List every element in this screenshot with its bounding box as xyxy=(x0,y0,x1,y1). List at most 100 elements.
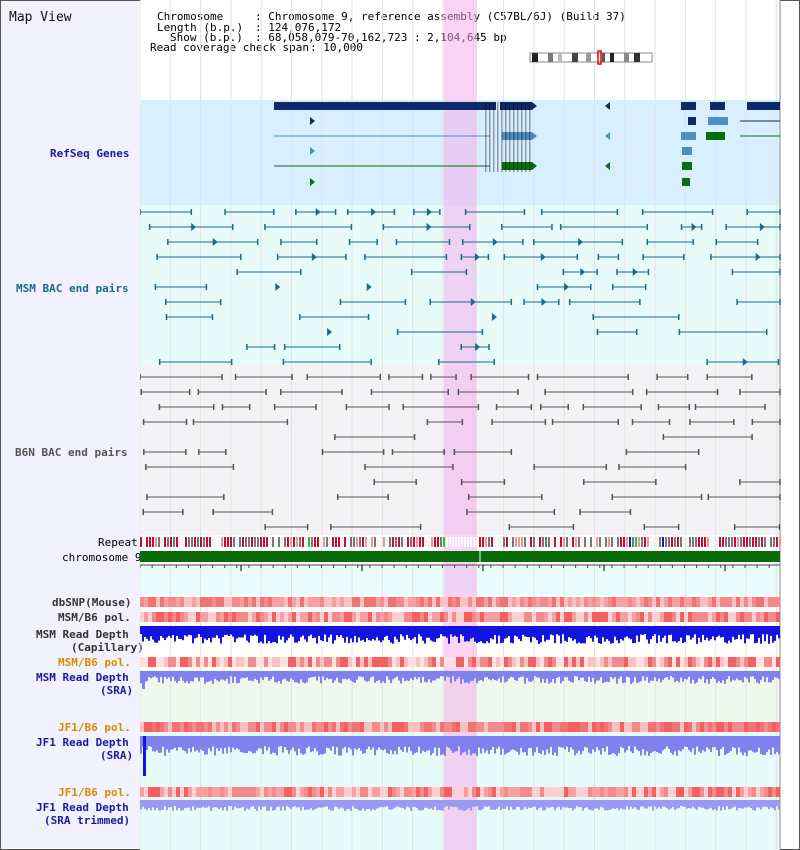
repeat-block xyxy=(407,537,409,547)
heat-cell xyxy=(448,722,452,732)
depth-bar xyxy=(572,671,574,683)
heat-cell xyxy=(660,787,664,797)
heat-cell xyxy=(252,612,256,622)
heat-cell xyxy=(368,787,372,797)
depth-bar xyxy=(612,671,614,679)
heat-cell xyxy=(592,597,596,607)
depth-bar xyxy=(326,736,328,748)
depth-bar xyxy=(724,671,726,684)
depth-bar xyxy=(724,626,726,643)
depth-bar xyxy=(764,736,766,755)
repeat-block xyxy=(491,537,493,547)
heat-cell xyxy=(240,612,244,622)
depth-bar xyxy=(234,671,236,677)
repeat-block xyxy=(512,537,514,547)
depth-bar xyxy=(766,800,768,808)
depth-bar xyxy=(574,626,576,640)
heat-cell xyxy=(600,787,604,797)
depth-bar xyxy=(534,626,536,638)
heat-cell xyxy=(240,597,244,607)
heat-cell xyxy=(260,722,264,732)
depth-bar xyxy=(616,671,618,684)
heat-cell xyxy=(356,787,360,797)
depth-bar xyxy=(724,736,726,756)
heat-cell xyxy=(668,722,672,732)
depth-bar xyxy=(162,626,164,638)
heat-cell xyxy=(152,597,156,607)
heat-cell xyxy=(500,787,504,797)
depth-bar xyxy=(566,626,568,642)
heat-cell xyxy=(692,722,696,732)
depth-bar xyxy=(598,671,600,681)
repeat-block xyxy=(365,537,367,547)
gene-arrow xyxy=(310,117,315,125)
heat-cell xyxy=(560,722,564,732)
heat-cell xyxy=(364,657,368,667)
heat-cell xyxy=(728,597,732,607)
heat-cell xyxy=(384,597,388,607)
heat-cell xyxy=(164,787,168,797)
depth-bar xyxy=(684,671,686,679)
depth-bar xyxy=(714,671,716,680)
depth-bar xyxy=(568,736,570,753)
repeat-block xyxy=(224,537,226,547)
heat-cell xyxy=(600,722,604,732)
depth-bar xyxy=(702,800,704,808)
depth-bar xyxy=(172,800,174,811)
repeat-block xyxy=(344,537,346,547)
heat-cell xyxy=(344,787,348,797)
heat-cell xyxy=(772,612,776,622)
depth-bar xyxy=(270,736,272,755)
heat-cell xyxy=(640,787,644,797)
depth-bar xyxy=(280,626,282,640)
depth-bar xyxy=(590,800,592,811)
depth-bar xyxy=(474,736,476,754)
heat-cell xyxy=(472,657,476,667)
heat-cell xyxy=(772,657,776,667)
heat-cell xyxy=(420,597,424,607)
heat-cell xyxy=(464,722,468,732)
depth-bar xyxy=(188,671,190,684)
depth-bar xyxy=(296,800,298,808)
depth-bar xyxy=(196,626,198,638)
tracks-canvas[interactable] xyxy=(140,0,782,850)
depth-bar xyxy=(550,626,552,635)
repeat-block xyxy=(482,537,484,547)
heat-cell xyxy=(636,597,640,607)
depth-bar xyxy=(324,736,326,754)
heat-cell xyxy=(656,787,660,797)
heat-cell xyxy=(456,722,460,732)
depth-bar xyxy=(350,626,352,639)
depth-bar xyxy=(492,736,494,747)
depth-bar xyxy=(738,736,740,748)
depth-bar xyxy=(346,736,348,753)
repeat-block xyxy=(416,537,418,547)
depth-bar xyxy=(670,626,672,635)
depth-bar xyxy=(756,626,758,643)
repeat-block xyxy=(191,537,193,547)
depth-bar xyxy=(660,736,662,754)
depth-bar xyxy=(390,671,392,684)
heat-cell xyxy=(744,722,748,732)
depth-bar xyxy=(664,671,666,678)
heat-cell xyxy=(444,657,448,667)
heat-cell xyxy=(284,787,288,797)
depth-bar xyxy=(398,626,400,643)
repeat-block xyxy=(323,537,325,547)
depth-bar xyxy=(754,736,756,753)
depth-bar xyxy=(756,671,758,683)
depth-bar xyxy=(166,626,168,638)
heat-cell xyxy=(180,612,184,622)
depth-bar xyxy=(336,671,338,678)
heat-cell xyxy=(736,612,740,622)
depth-bar xyxy=(380,671,382,684)
depth-bar xyxy=(254,736,256,754)
heat-cell xyxy=(272,722,276,732)
depth-bar xyxy=(428,736,430,751)
heat-cell xyxy=(568,657,572,667)
depth-bar xyxy=(364,671,366,681)
depth-bar xyxy=(198,671,200,682)
depth-bar xyxy=(466,800,468,810)
heat-cell xyxy=(632,612,636,622)
heat-cell xyxy=(508,597,512,607)
